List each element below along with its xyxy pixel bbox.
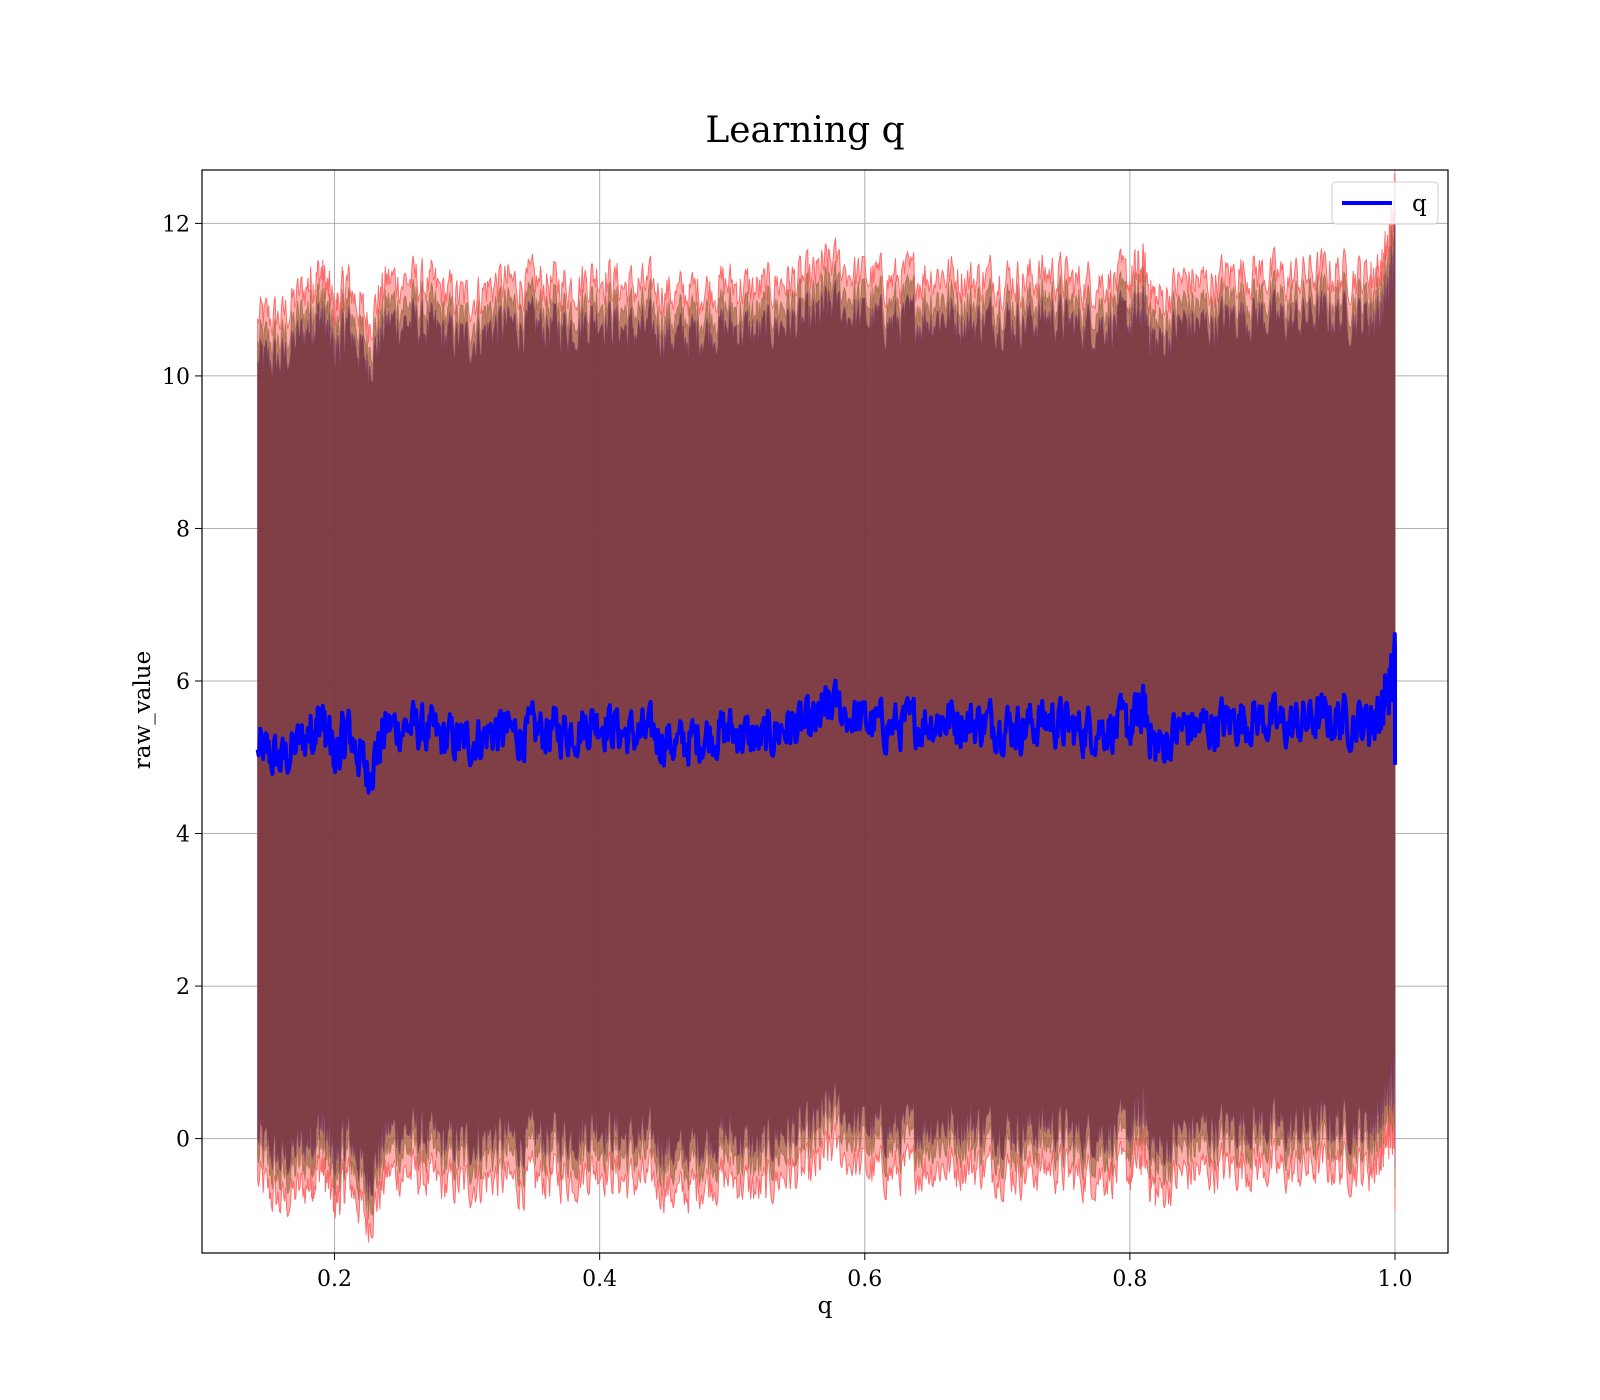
y-tick-label: 2 bbox=[176, 975, 190, 1000]
y-tick-label: 0 bbox=[176, 1128, 190, 1153]
series-lines bbox=[255, 632, 1397, 795]
axis-ticks: 0.2 0.4 0.6 0.8 1.0 0 2 4 6 8 10 12 bbox=[162, 212, 1412, 1292]
y-tick-label: 12 bbox=[162, 212, 190, 237]
x-tick-label: 1.0 bbox=[1377, 1267, 1412, 1292]
y-tick-label: 10 bbox=[162, 365, 190, 390]
series-line-q bbox=[255, 632, 1397, 795]
y-tick-label: 6 bbox=[176, 670, 190, 695]
x-tick-label: 0.4 bbox=[582, 1267, 617, 1292]
legend: q bbox=[1331, 181, 1439, 225]
y-tick-label: 4 bbox=[176, 823, 190, 848]
x-axis-label: q bbox=[818, 1293, 833, 1319]
legend-label: q bbox=[1412, 191, 1427, 217]
chart-title: Learning q bbox=[705, 110, 904, 151]
x-tick-label: 0.6 bbox=[847, 1267, 882, 1292]
x-tick-label: 0.8 bbox=[1112, 1267, 1147, 1292]
x-tick-label: 0.2 bbox=[317, 1267, 352, 1292]
plot-frame bbox=[201, 169, 1449, 1254]
y-axis-label: raw_value bbox=[130, 651, 156, 769]
y-tick-label: 8 bbox=[176, 517, 190, 542]
